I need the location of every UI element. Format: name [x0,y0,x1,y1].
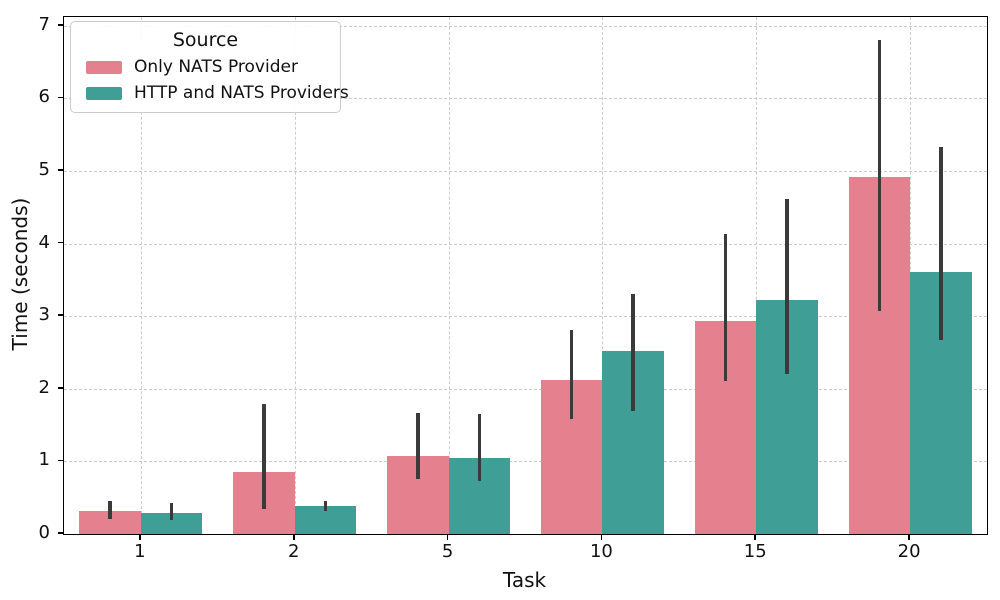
error-bar [416,413,420,479]
x-tick-label: 2 [288,541,300,562]
x-tick-label: 10 [589,541,613,562]
legend: Source Only NATS Provider HTTP and NATS P… [70,21,349,113]
x-tick-mark [600,535,603,540]
vertical-gridline [448,17,450,534]
legend-item-label: Only NATS Provider [134,57,298,77]
error-bar [262,404,266,509]
legend-item: HTTP and NATS Providers [86,83,349,103]
y-tick-label: 7 [38,13,50,35]
legend-swatch [86,86,122,100]
legend-title: Source [172,29,239,51]
error-bar [785,198,789,374]
error-bar [631,293,635,411]
bar-http-and-nats-providers-task-1 [140,512,203,534]
plot-area [63,16,988,535]
y-tick-mark [58,532,63,534]
horizontal-gridline [64,461,987,463]
y-tick-label: 4 [38,231,50,253]
x-tick-label: 20 [897,541,921,562]
error-bar [477,414,482,481]
y-tick-mark [58,169,63,171]
y-tick-mark [58,459,63,462]
error-bar [939,146,943,341]
error-bar [723,234,728,381]
y-tick-mark [58,386,63,389]
horizontal-gridline [64,388,987,390]
horizontal-gridline [64,243,987,245]
bar-only-nats-provider-task-1 [79,510,141,534]
x-tick-mark [754,535,757,540]
y-axis-label: Time (seconds) [8,197,32,351]
legend-item-label: HTTP and NATS Providers [134,83,349,103]
x-axis-label: Task [502,568,547,592]
x-tick-mark [446,535,449,540]
vertical-gridline [294,17,296,534]
y-tick-label: 5 [38,158,50,180]
error-bar [108,501,112,519]
legend-item: Only NATS Provider [86,57,330,77]
legend-swatch [86,60,122,74]
legend-items: Only NATS Provider HTTP and NATS Provider… [81,57,349,103]
vertical-gridline [140,17,142,534]
x-tick-mark [292,535,295,540]
y-tick-label: 1 [38,449,50,471]
y-tick-mark [58,96,63,99]
horizontal-gridline [64,316,987,318]
y-tick-label: 0 [38,522,50,543]
horizontal-gridline [64,25,987,27]
x-tick-mark [139,535,141,540]
y-tick-label: 6 [38,86,50,108]
error-bar [569,329,574,420]
y-tick-mark [58,241,63,244]
x-tick-mark [908,535,910,540]
y-tick-mark [58,314,63,316]
x-tick-label: 15 [743,541,767,562]
y-tick-label: 2 [38,376,50,398]
horizontal-gridline [64,98,987,100]
horizontal-gridline [64,170,987,172]
error-bar [323,500,328,511]
y-tick-mark [58,23,63,26]
x-tick-label: 1 [134,541,146,562]
error-bar [169,502,174,521]
vertical-gridline [602,17,604,534]
error-bar [877,40,882,312]
vertical-gridline [756,17,758,534]
y-tick-label: 3 [38,304,50,326]
x-tick-label: 5 [441,541,454,562]
